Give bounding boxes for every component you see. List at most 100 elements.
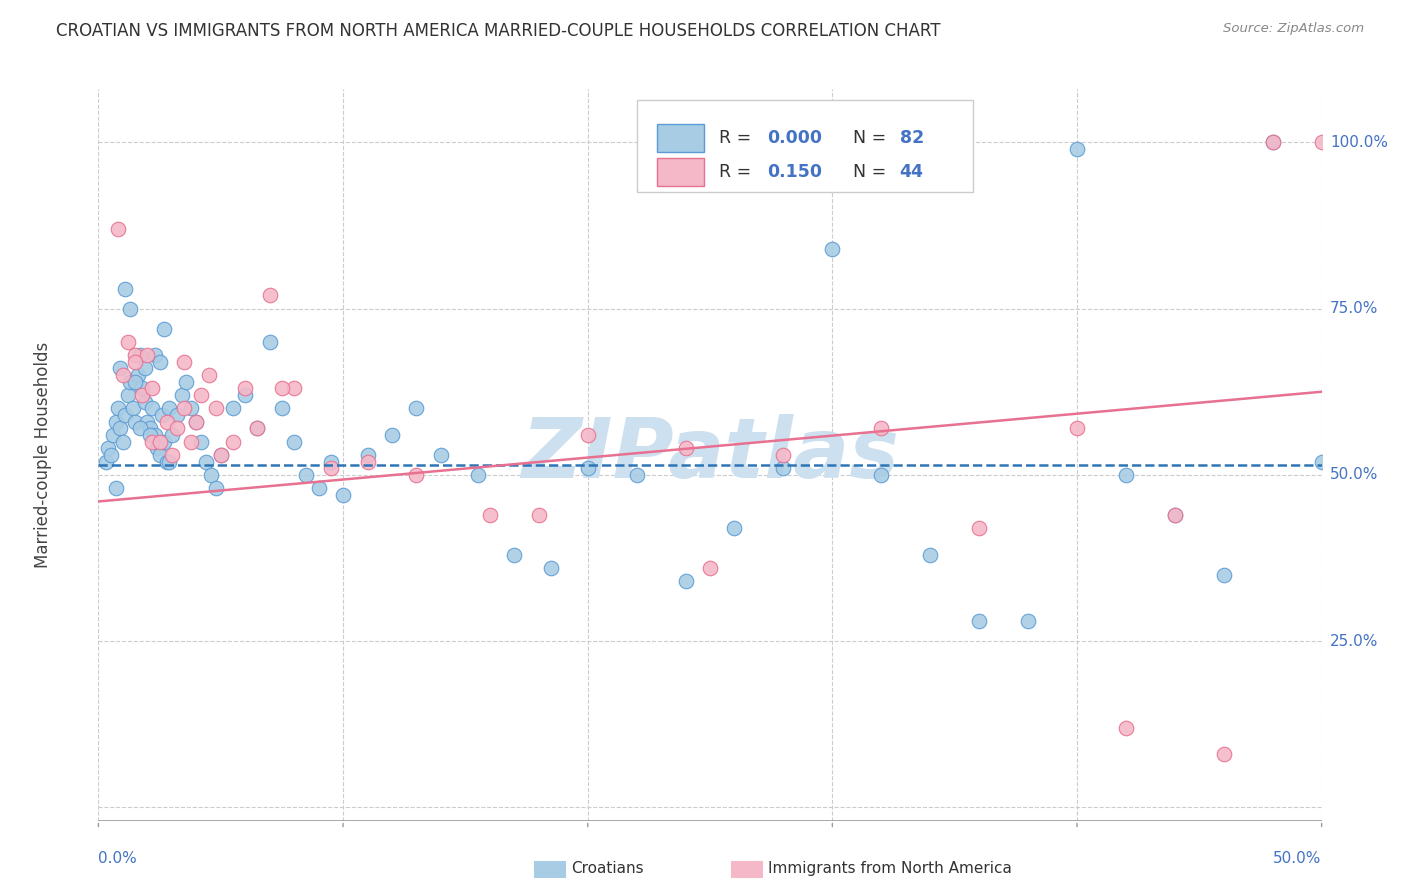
- Point: [527, 508, 550, 522]
- Point: [120, 375, 142, 389]
- Point: [699, 561, 721, 575]
- Point: [176, 375, 198, 389]
- Point: [772, 448, 794, 462]
- Point: [146, 442, 169, 456]
- Point: [111, 434, 134, 449]
- Point: [97, 442, 120, 456]
- Point: [186, 415, 208, 429]
- Point: [209, 448, 232, 462]
- Point: [356, 454, 378, 468]
- Point: [131, 381, 153, 395]
- Text: ZIPatlas: ZIPatlas: [522, 415, 898, 495]
- Point: [160, 428, 183, 442]
- Point: [1115, 467, 1137, 482]
- Point: [870, 467, 893, 482]
- Text: R =: R =: [718, 129, 756, 147]
- Point: [478, 508, 501, 522]
- Point: [141, 401, 163, 416]
- Point: [190, 434, 212, 449]
- Text: 25.0%: 25.0%: [1330, 633, 1378, 648]
- Point: [233, 381, 256, 395]
- Point: [110, 361, 132, 376]
- Point: [195, 454, 218, 468]
- Point: [149, 448, 172, 462]
- Point: [141, 381, 163, 395]
- Point: [723, 521, 745, 535]
- Point: [156, 454, 179, 468]
- Text: 0.0%: 0.0%: [98, 851, 138, 866]
- Point: [319, 461, 342, 475]
- Point: [124, 348, 146, 362]
- Point: [101, 428, 124, 442]
- Point: [308, 481, 330, 495]
- Point: [205, 481, 228, 495]
- Point: [149, 434, 172, 449]
- Point: [356, 448, 378, 462]
- Point: [134, 394, 156, 409]
- Point: [405, 401, 427, 416]
- Point: [967, 521, 990, 535]
- Point: [675, 442, 697, 456]
- Point: [1261, 136, 1284, 150]
- Point: [153, 434, 176, 449]
- Point: [259, 288, 281, 302]
- Point: [127, 368, 149, 383]
- Point: [124, 355, 146, 369]
- Point: [117, 388, 139, 402]
- Point: [381, 428, 404, 442]
- Point: [157, 454, 180, 468]
- Point: [149, 355, 172, 369]
- Point: [332, 488, 354, 502]
- Point: [246, 421, 269, 435]
- Text: 82: 82: [900, 129, 924, 147]
- Point: [180, 401, 202, 416]
- Point: [1017, 614, 1039, 628]
- Point: [209, 448, 232, 462]
- Text: 0.150: 0.150: [768, 163, 823, 181]
- Point: [141, 434, 163, 449]
- Point: [94, 454, 117, 468]
- Text: N =: N =: [853, 163, 891, 181]
- Text: 50.0%: 50.0%: [1330, 467, 1378, 483]
- Point: [100, 448, 122, 462]
- Point: [139, 421, 162, 435]
- Text: Immigrants from North America: Immigrants from North America: [768, 862, 1011, 876]
- Point: [270, 401, 294, 416]
- Point: [114, 282, 136, 296]
- Point: [117, 334, 139, 349]
- Point: [104, 481, 127, 495]
- Point: [121, 401, 143, 416]
- Point: [107, 401, 129, 416]
- Point: [222, 434, 245, 449]
- Point: [222, 401, 245, 416]
- Point: [870, 421, 893, 435]
- Point: [1212, 747, 1234, 761]
- Point: [170, 388, 193, 402]
- Point: [295, 467, 318, 482]
- Point: [124, 375, 146, 389]
- Point: [111, 368, 134, 383]
- Point: [405, 467, 427, 482]
- Point: [430, 448, 453, 462]
- Point: [503, 548, 526, 562]
- Point: [205, 401, 228, 416]
- Point: [1310, 454, 1333, 468]
- Text: Source: ZipAtlas.com: Source: ZipAtlas.com: [1223, 22, 1364, 36]
- Point: [129, 348, 152, 362]
- Point: [1164, 508, 1187, 522]
- Point: [104, 415, 127, 429]
- Bar: [658, 158, 704, 186]
- Text: N =: N =: [853, 129, 891, 147]
- Point: [319, 454, 342, 468]
- Point: [190, 388, 212, 402]
- Text: Croatians: Croatians: [571, 862, 644, 876]
- Text: 50.0%: 50.0%: [1274, 851, 1322, 866]
- Text: R =: R =: [718, 163, 762, 181]
- Point: [173, 401, 195, 416]
- Point: [136, 348, 159, 362]
- Text: 75.0%: 75.0%: [1330, 301, 1378, 316]
- Point: [626, 467, 648, 482]
- Point: [967, 614, 990, 628]
- Point: [1115, 721, 1137, 735]
- Point: [1066, 421, 1088, 435]
